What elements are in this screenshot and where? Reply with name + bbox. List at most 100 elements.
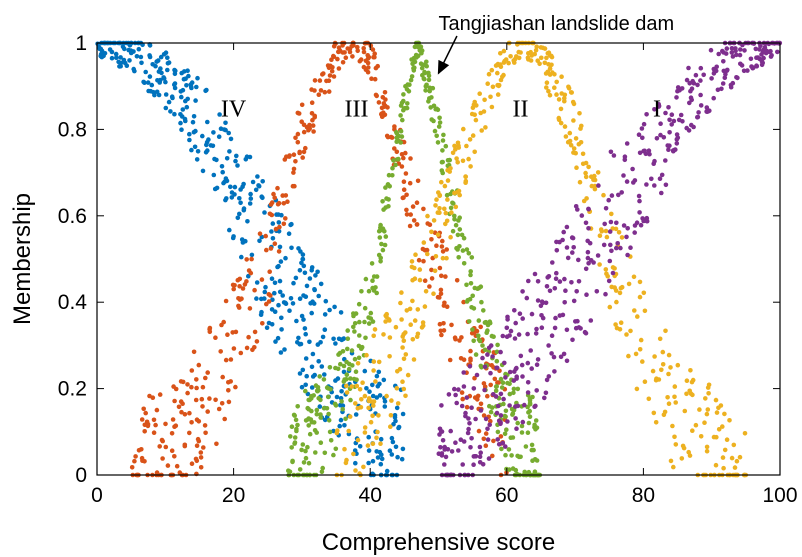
data-point <box>341 379 347 384</box>
data-point <box>512 336 518 341</box>
data-point <box>729 455 735 461</box>
data-point <box>599 229 605 234</box>
data-point <box>640 359 645 364</box>
data-point <box>371 333 377 339</box>
data-point <box>546 50 552 55</box>
data-point <box>666 401 672 407</box>
data-point <box>254 339 260 344</box>
data-point <box>422 304 428 309</box>
data-point <box>182 412 188 417</box>
data-point <box>421 62 427 68</box>
data-point <box>733 48 738 54</box>
data-point <box>405 101 410 106</box>
data-point <box>433 203 438 208</box>
data-point <box>488 418 493 424</box>
data-point <box>370 319 376 324</box>
data-point <box>641 121 647 127</box>
data-point <box>362 368 368 374</box>
data-point <box>691 81 697 86</box>
data-point <box>478 408 484 413</box>
data-point <box>503 452 508 458</box>
data-point <box>276 220 282 225</box>
data-point <box>422 69 427 75</box>
data-point <box>544 85 549 90</box>
data-point <box>369 261 375 266</box>
data-point <box>398 300 403 306</box>
data-point <box>698 65 704 71</box>
data-point <box>409 74 415 79</box>
data-point <box>159 70 164 76</box>
data-point <box>553 315 558 321</box>
data-point <box>228 184 233 190</box>
data-point <box>489 67 495 73</box>
data-point <box>407 180 413 186</box>
data-point <box>672 394 677 400</box>
data-point <box>239 254 244 260</box>
data-point <box>230 235 236 241</box>
data-point <box>444 247 450 252</box>
data-point <box>278 350 284 355</box>
data-point <box>435 294 441 300</box>
data-point <box>229 195 235 200</box>
data-point <box>667 130 672 135</box>
data-point <box>636 193 642 199</box>
data-point <box>516 332 522 337</box>
data-point <box>203 430 208 436</box>
data-point <box>363 276 369 282</box>
data-point <box>252 329 258 335</box>
data-point <box>250 179 256 185</box>
data-point <box>644 182 649 187</box>
data-point <box>289 424 295 430</box>
data-point <box>260 179 266 184</box>
data-point <box>241 206 247 211</box>
data-point <box>596 183 601 188</box>
data-point <box>192 144 198 150</box>
data-point <box>515 403 521 409</box>
data-point <box>145 80 151 85</box>
data-point <box>333 378 338 383</box>
data-point <box>398 113 403 118</box>
data-point <box>143 410 148 416</box>
data-point <box>452 143 457 149</box>
data-point <box>603 206 609 211</box>
data-point <box>350 54 355 59</box>
data-point <box>601 192 606 198</box>
data-point <box>187 131 192 137</box>
data-point <box>363 335 368 341</box>
data-point <box>180 107 186 112</box>
data-point <box>378 436 384 442</box>
data-point <box>246 334 251 340</box>
data-point <box>727 418 732 423</box>
data-point <box>187 410 192 416</box>
data-point <box>235 215 241 221</box>
data-point <box>237 211 242 217</box>
data-point <box>539 299 545 305</box>
data-point <box>456 145 462 150</box>
data-point <box>257 231 263 236</box>
data-point <box>383 97 388 102</box>
data-point <box>297 268 303 273</box>
data-point <box>496 442 502 447</box>
data-point <box>198 450 204 455</box>
y-tick-label: 0.6 <box>58 205 87 228</box>
data-point <box>193 456 199 462</box>
data-point <box>608 219 614 225</box>
data-point <box>595 170 601 175</box>
data-point <box>496 418 502 424</box>
data-point <box>638 337 644 343</box>
axis-ticks: 0 20 40 60 80 100 0 0.2 0.4 0.6 0.8 1 <box>58 32 798 507</box>
data-point <box>514 374 519 380</box>
data-point <box>355 437 361 443</box>
data-point <box>500 440 506 446</box>
data-point <box>359 289 364 294</box>
data-point <box>448 205 454 211</box>
data-point <box>684 77 690 83</box>
data-point <box>509 406 515 412</box>
data-point <box>494 410 500 416</box>
data-point <box>247 154 253 160</box>
data-point <box>287 469 293 475</box>
data-point <box>512 308 517 313</box>
data-point <box>190 119 196 125</box>
data-point <box>630 166 635 172</box>
data-point <box>335 428 340 433</box>
